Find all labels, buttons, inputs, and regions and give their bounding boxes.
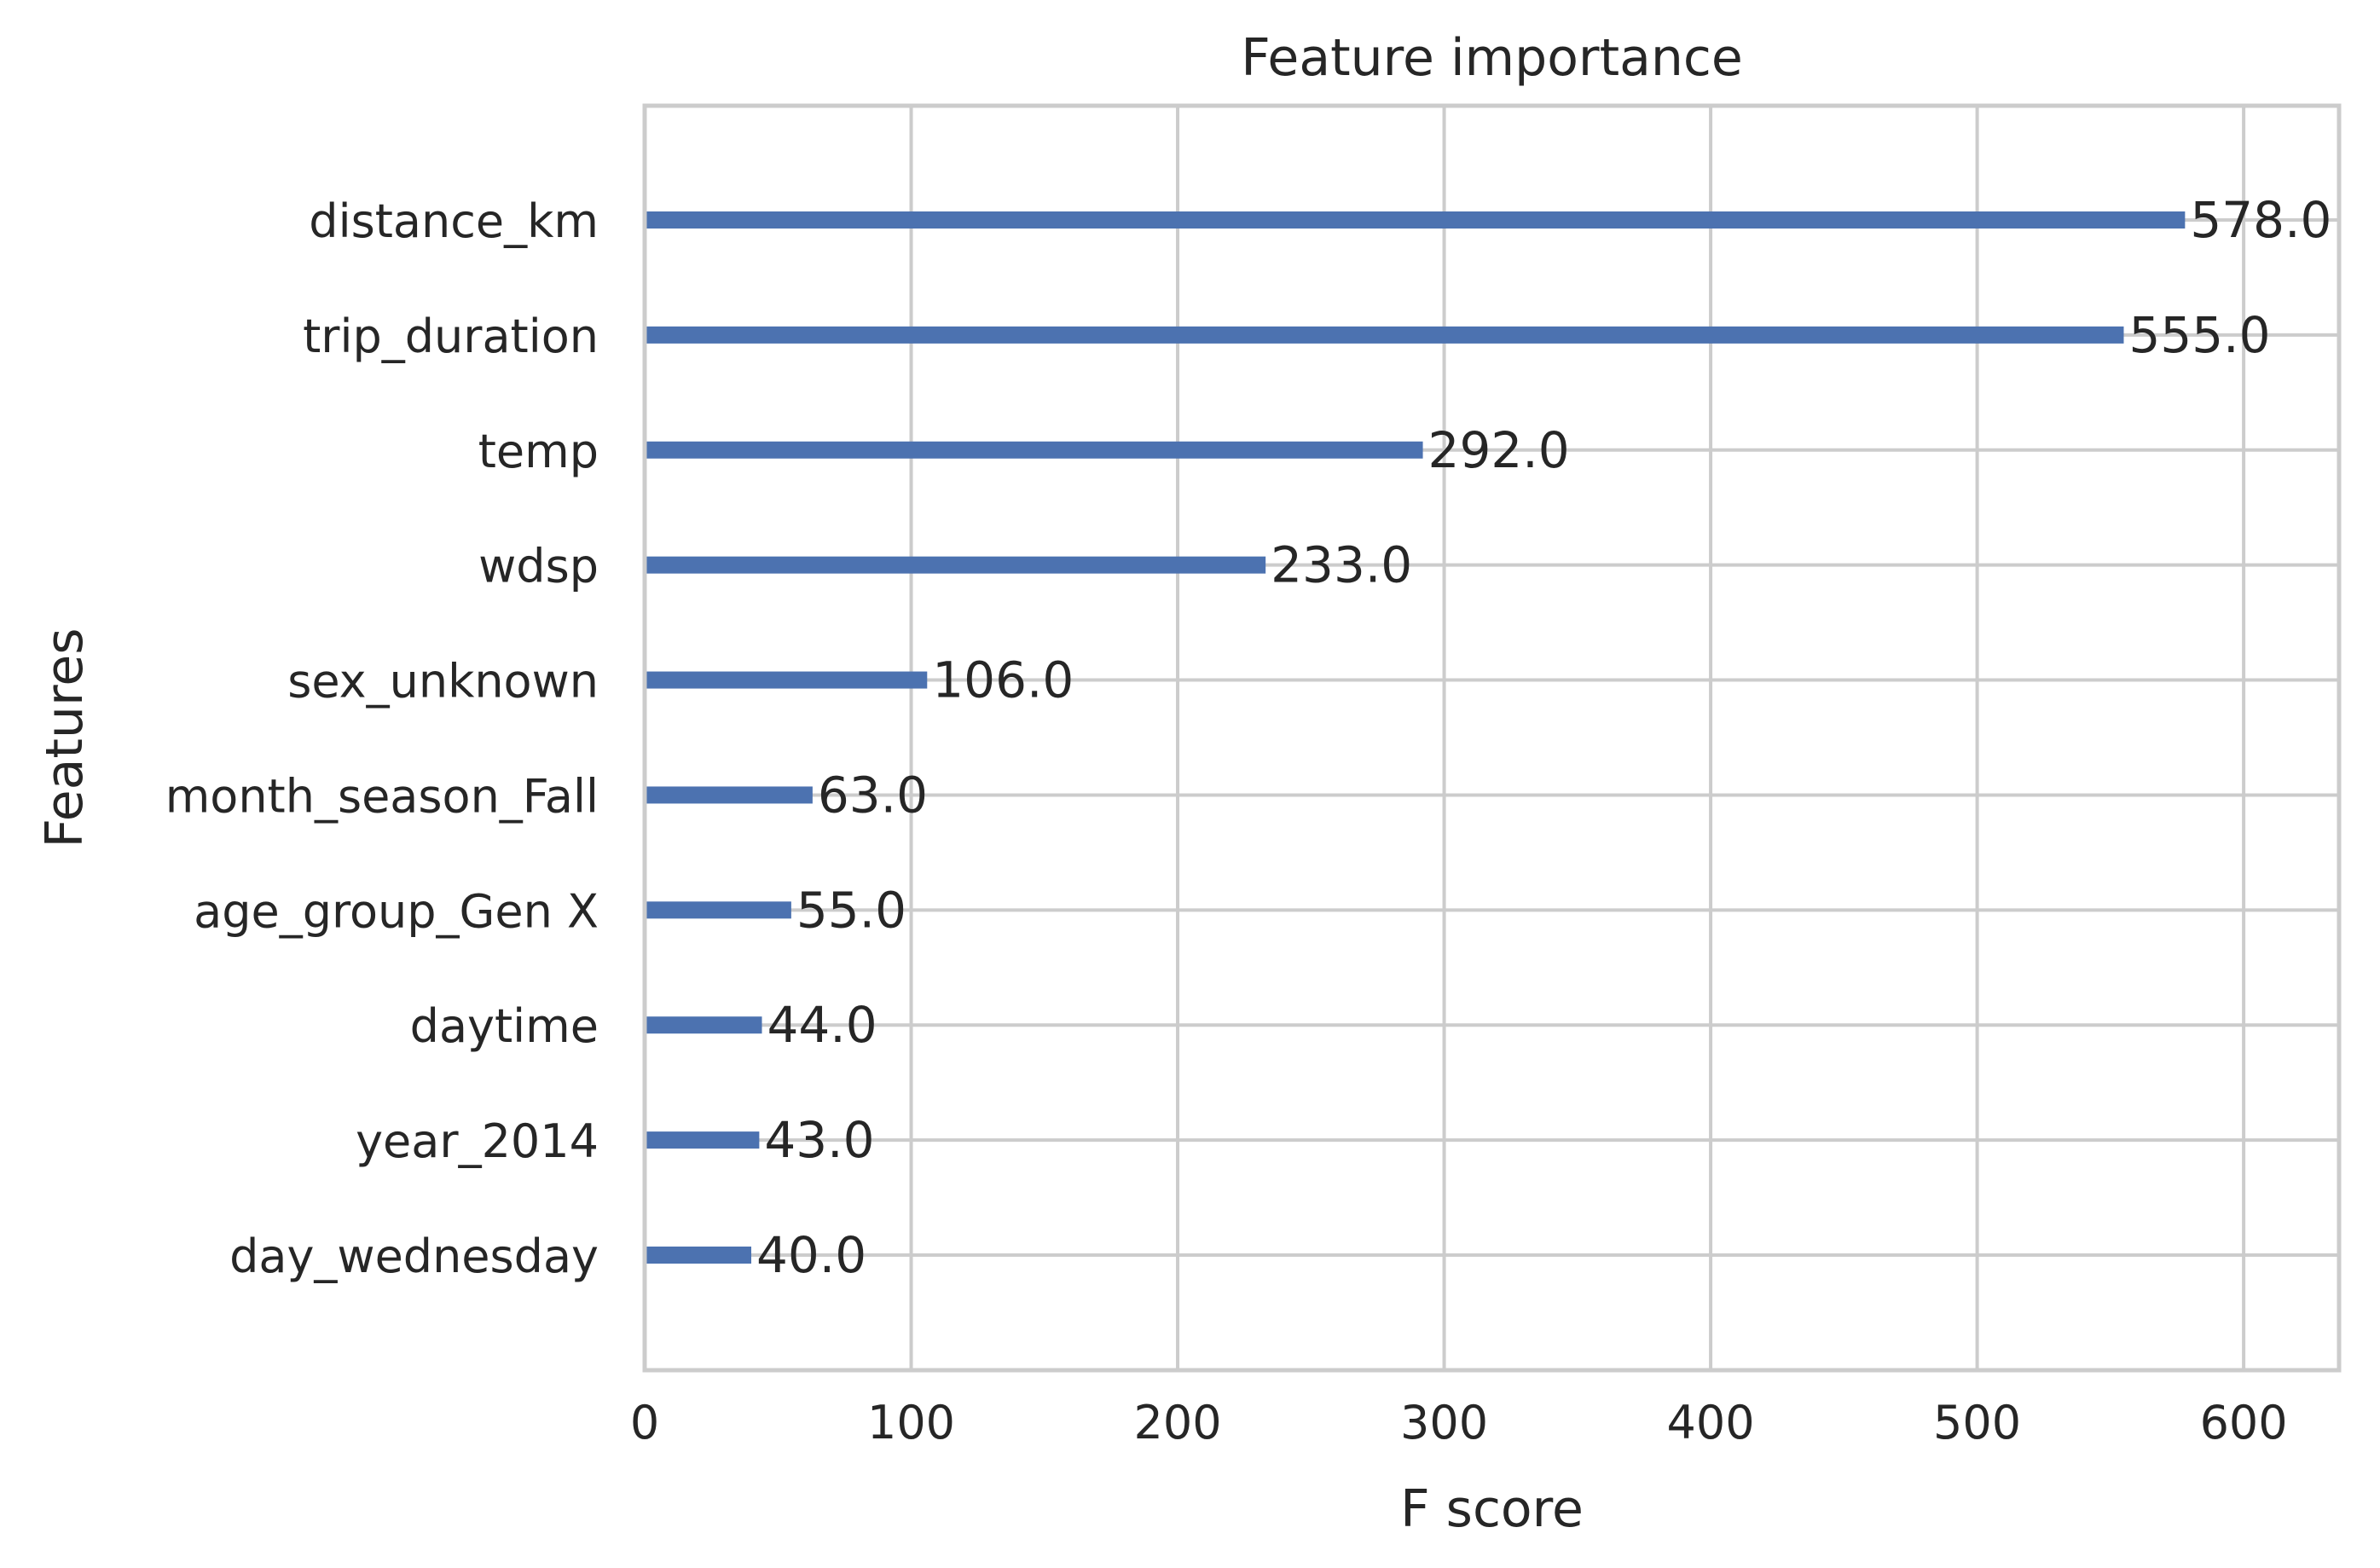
bar-value-label: 40.0: [756, 1226, 866, 1284]
bar: [645, 1131, 760, 1149]
bars-layer: [645, 211, 2186, 1264]
bar-value-label: 292.0: [1428, 421, 1570, 479]
value-labels: 578.0 555.0 292.0 233.0 106.063.0 55.0 44.0 43.…: [756, 191, 2331, 1284]
y-tick-label: daytime: [410, 999, 599, 1053]
x-tick-label: 200: [1134, 1396, 1222, 1449]
x-tick-label: 100: [867, 1396, 955, 1449]
bar: [645, 441, 1423, 459]
y-tick-label: trip_duration: [303, 310, 599, 363]
bar-value-label: 578.0: [2190, 191, 2331, 249]
bar: [645, 211, 2186, 229]
bar: [645, 556, 1266, 574]
y-tick-label: temp: [478, 425, 599, 478]
bar: [645, 901, 791, 919]
x-tick-label: 300: [1400, 1396, 1488, 1449]
x-tick-label: 600: [2200, 1396, 2288, 1449]
plot-frame: [642, 103, 2342, 1373]
x-tick-label: 0: [630, 1396, 659, 1449]
bar: [645, 671, 928, 689]
y-axis-label: Features: [35, 628, 95, 848]
y-tick-label: age_group_Gen X: [194, 884, 599, 938]
bar-value-label: 555.0: [2128, 306, 2270, 364]
chart-title: Feature importance: [1241, 28, 1743, 88]
y-tick-label: wdsp: [478, 540, 599, 593]
x-axis-label: F score: [1400, 1479, 1584, 1539]
bar: [645, 326, 2124, 344]
bar: [645, 786, 813, 804]
y-tick-label: day_wednesday: [229, 1230, 599, 1283]
bar: [645, 1016, 762, 1034]
x-tick-label: 400: [1667, 1396, 1755, 1449]
bar-value-label: 63.0: [818, 766, 928, 824]
bar-value-label: 55.0: [796, 881, 906, 939]
y-tick-label: month_season_Fall: [165, 769, 599, 823]
bar-value-label: 106.0: [932, 651, 1074, 709]
bar-value-label: 43.0: [764, 1111, 874, 1169]
bar: [645, 1247, 752, 1264]
y-tick-label: year_2014: [356, 1114, 599, 1168]
bar-value-label: 44.0: [767, 996, 877, 1054]
y-tick-label: sex_unknown: [287, 655, 599, 709]
y-tick-label: distance_km: [309, 194, 599, 248]
x-tick-label: 500: [1933, 1396, 2021, 1449]
bar-value-label: 233.0: [1271, 536, 1412, 594]
x-axis-ticks: 0 100 200 300 400 500 600: [630, 1396, 2288, 1449]
